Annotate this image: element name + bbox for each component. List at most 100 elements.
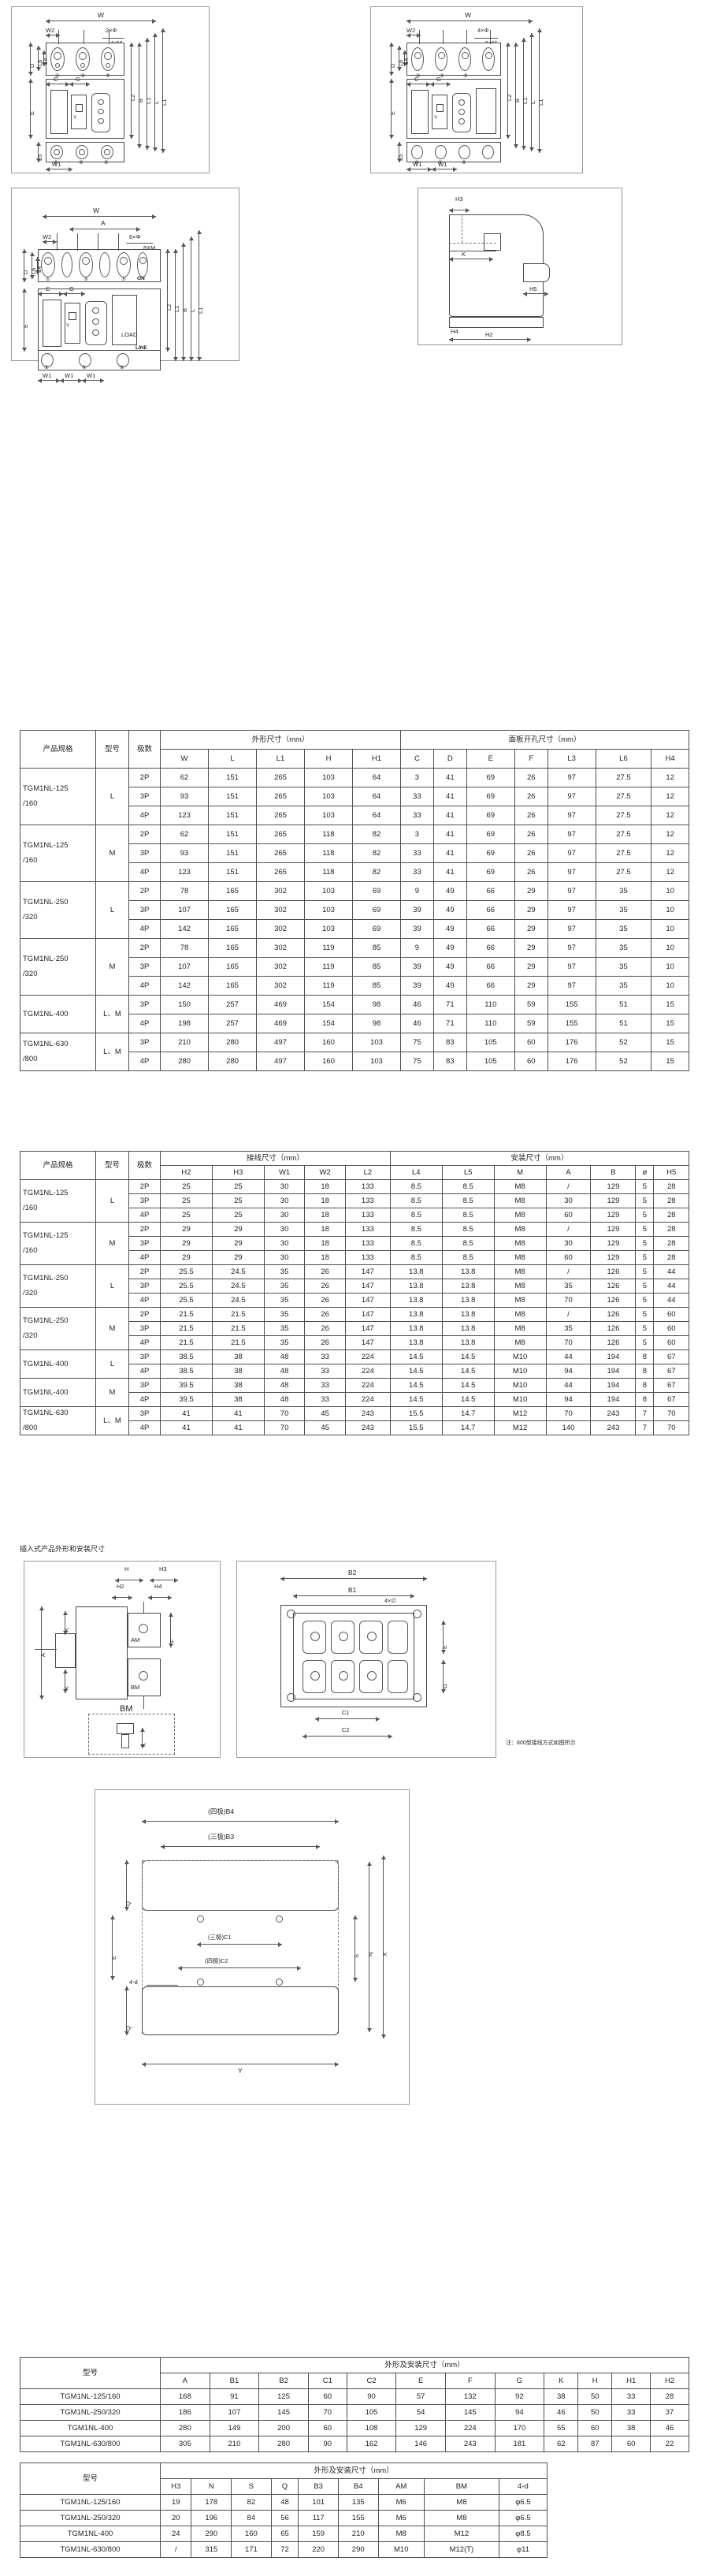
cell-value: 280 (258, 2436, 309, 2452)
column-header-l1: L1 (256, 749, 305, 769)
cell-value: 41 (432, 862, 467, 882)
cell-value: 70 (545, 1335, 592, 1350)
breaker-body (38, 288, 161, 352)
cell-value: 105 (346, 2404, 397, 2421)
cell-value: 28 (653, 1179, 689, 1194)
cell-model: M (95, 938, 129, 996)
cell-value: 41 (211, 1420, 265, 1435)
cell-value: 21.5 (160, 1335, 213, 1350)
cell-value: 26 (304, 1307, 346, 1322)
cell-value: 41 (211, 1406, 265, 1421)
column-header-product: 产品规格 (20, 1151, 96, 1180)
cell-value: 8.5 (441, 1250, 495, 1265)
cell-poles: 3P (128, 1279, 161, 1294)
cell-value: 12 (651, 862, 689, 882)
label-l3: L2 (165, 303, 173, 311)
cell-value: 5 (635, 1293, 655, 1308)
cell-value: 38 (211, 1392, 265, 1407)
cell-value: 97 (547, 787, 596, 806)
cell-value: 60 (307, 2388, 347, 2405)
cell-value: 302 (256, 938, 305, 958)
column-header-e: E (395, 2373, 446, 2389)
cell-value: 145 (258, 2404, 309, 2421)
cell-value: 45 (304, 1420, 346, 1435)
cell-value: M8 (423, 2494, 499, 2511)
cell-poles: 4P (128, 919, 161, 939)
cell-value: 302 (256, 976, 305, 996)
cell-value: 51 (595, 1014, 652, 1033)
cell-value: 33 (611, 2388, 651, 2405)
label-f: G (69, 285, 74, 292)
cell-value: 103 (304, 806, 353, 825)
cell-poles: 3P (128, 1236, 161, 1251)
column-header-h2: H2 (650, 2373, 689, 2389)
cell-value: 265 (256, 806, 305, 825)
cell-value: 97 (547, 957, 596, 977)
cell-value: 123 (160, 862, 209, 882)
cell-value: 21.5 (211, 1307, 265, 1322)
cell-value: 41 (432, 768, 467, 787)
cell-value: 160 (231, 2526, 272, 2542)
drawing-front-view-3p: W 4×Φ 6×M ① ③ ⑤ W2 D L6 L4 C G (370, 6, 583, 173)
label-q-bottom: Q (124, 2026, 132, 2031)
cell-value: 60 (514, 1033, 548, 1052)
cell-model: M (95, 1378, 129, 1407)
cell-value: 302 (256, 900, 305, 920)
cell-value: 224 (344, 1349, 391, 1364)
cell-value: 97 (547, 862, 596, 882)
column-header-l4: L4 (389, 1165, 443, 1180)
table-row: TGM1NL-125/160 M 2P 62 151 265 118 82 3 41 69 26 97 2… (20, 825, 689, 882)
column-header-g: G (494, 2373, 545, 2389)
table-row: TGM1NL-630/800 L、M 3P 210 280 497 160 103 75 83 10… (20, 1033, 689, 1071)
cell-value: 8.5 (389, 1222, 443, 1237)
cell-poles: 4P (128, 1420, 161, 1435)
label-line: ON (137, 276, 145, 281)
cell-value: 14.5 (441, 1378, 495, 1393)
cell-value: 38 (211, 1378, 265, 1393)
column-group-header-dimensions: 外形及安装尺寸（mm） (160, 2357, 689, 2373)
cell-value: 46 (650, 2420, 689, 2436)
cell-value: M6 (377, 2510, 425, 2526)
cell-value: 39.5 (160, 1392, 213, 1407)
cell-value: 145 (444, 2404, 496, 2421)
cell-value: 26 (514, 825, 548, 844)
cell-model: M (95, 1222, 129, 1265)
table-row: 4P 142 165 302 103 69 39 49 66 29 97 35 10 (20, 919, 689, 939)
cell-value: 24 (159, 2526, 192, 2542)
plugin-body (76, 1606, 128, 1699)
cell-model: L、M (95, 995, 129, 1033)
cell-value: 51 (595, 995, 652, 1014)
cell-value: / (545, 1264, 592, 1279)
cell-value: 117 (298, 2510, 339, 2526)
cell-value: M10 (493, 1378, 547, 1393)
cell-value: 210 (337, 2526, 379, 2542)
dim-w1-b (60, 378, 82, 383)
cell-value: 13.8 (441, 1293, 495, 1308)
cell-value: 90 (307, 2436, 347, 2452)
cell-value: 5 (635, 1250, 655, 1265)
cell-value: 97 (547, 881, 596, 901)
cell-value: 30 (263, 1250, 306, 1265)
cell-value: 39 (400, 957, 434, 977)
column-header-h5: H5 (653, 1165, 689, 1180)
cell-value: 103 (352, 1033, 401, 1052)
label-pole-1: ① (55, 73, 60, 79)
cell-value: 59 (514, 995, 548, 1014)
column-group-header-1: 外形尺寸（mm） (160, 730, 401, 750)
column-header-l6: L6 (595, 749, 652, 769)
table-header-row-1: 型号 外形及安装尺寸（mm） (20, 2462, 548, 2495)
cell-value: 146 (395, 2436, 446, 2452)
cell-value: 67 (653, 1349, 689, 1364)
cell-value: 39.5 (160, 1378, 213, 1393)
cell-value: M10 (493, 1364, 547, 1379)
table-outline-panel-dimensions: 产品规格 型号 极数 外形尺寸（mm） 面板开孔尺寸（mm） W L L1 H H1 C D E F L3 L… (20, 730, 689, 1071)
label-h3: H4 (154, 1583, 162, 1590)
column-header-h2: H2 (160, 1165, 213, 1180)
cell-value: 46 (400, 1014, 434, 1033)
cell-value: 97 (547, 976, 596, 996)
cell-value: 13.8 (389, 1264, 443, 1279)
column-header-d: D (432, 749, 467, 769)
cell-value: 29 (514, 919, 548, 939)
drawing-panel-cutout: (四极)B4 (三极)B3 (三极)C1 (四极)C2 4-d Q Q E S … (95, 1789, 410, 2105)
cell-value: 35 (595, 938, 652, 958)
